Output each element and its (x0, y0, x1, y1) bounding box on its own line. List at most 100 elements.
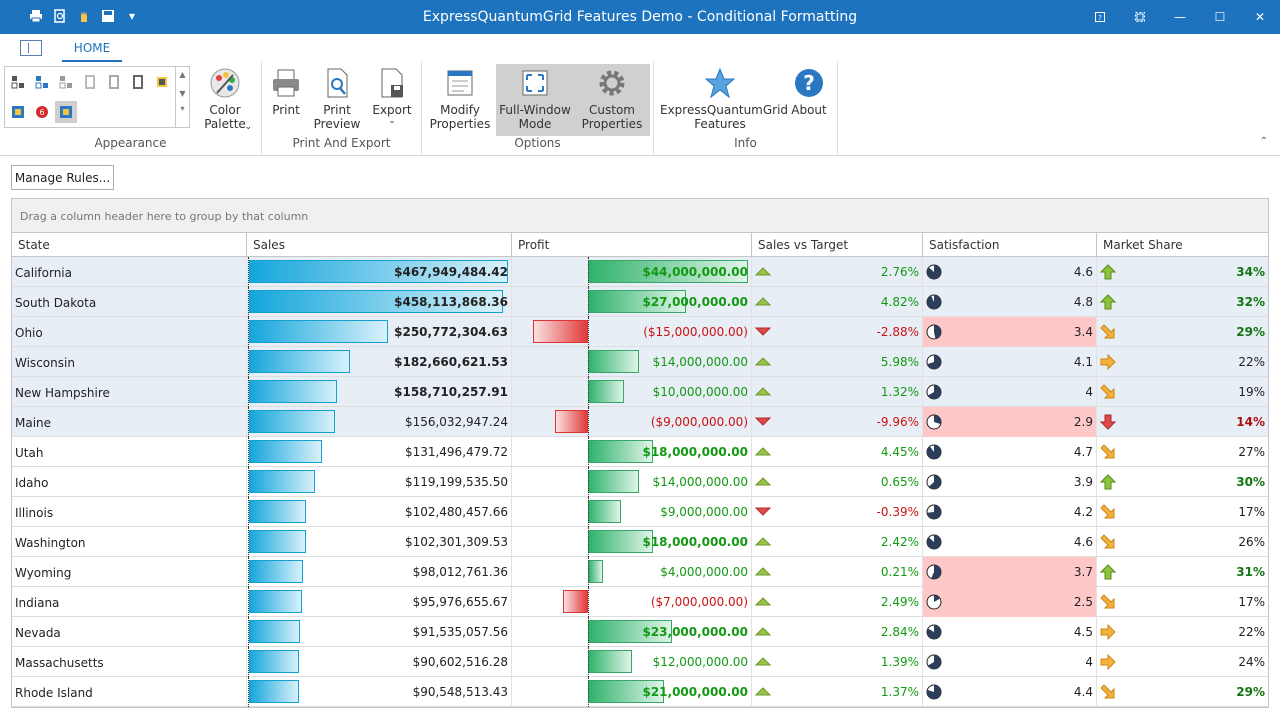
cell-sales[interactable]: $98,012,761.36 (247, 557, 512, 587)
cell-sales[interactable]: $182,660,621.53 (247, 347, 512, 377)
cell-profit[interactable]: $12,000,000.00 (512, 647, 752, 677)
cell-profit[interactable]: $10,000,000.00 (512, 377, 752, 407)
cell-profit[interactable]: $4,000,000.00 (512, 557, 752, 587)
cell-sales[interactable]: $158,710,257.91 (247, 377, 512, 407)
skin-icon[interactable] (55, 101, 77, 123)
table-row[interactable]: Utah $131,496,479.72 $18,000,000.00 4.45% 4.… (12, 437, 1268, 467)
cell-sales-vs-target[interactable]: 5.98% (752, 347, 923, 377)
custom-properties-button[interactable]: Custom Properties (574, 64, 650, 136)
table-row[interactable]: Ohio $250,772,304.63 ($15,000,000.00) -2.88… (12, 317, 1268, 347)
column-header-market-share[interactable]: Market Share (1103, 238, 1183, 252)
cell-market-share[interactable]: 22% (1097, 617, 1268, 647)
cell-sales-vs-target[interactable]: 2.42% (752, 527, 923, 557)
table-row[interactable]: Maine $156,032,947.24 ($9,000,000.00) -9.96… (12, 407, 1268, 437)
cell-market-share[interactable]: 34% (1097, 257, 1268, 287)
cell-state[interactable]: Wyoming (12, 557, 247, 587)
cell-state[interactable]: Nevada (12, 617, 247, 647)
cell-market-share[interactable]: 29% (1097, 317, 1268, 347)
cell-sales[interactable]: $467,949,484.42 (247, 257, 512, 287)
cell-satisfaction[interactable]: 3.7 (923, 557, 1097, 587)
full-window-mode-button[interactable]: Full-Window Mode (496, 64, 574, 136)
cell-satisfaction[interactable]: 4 (923, 377, 1097, 407)
cell-sales-vs-target[interactable]: 4.45% (752, 437, 923, 467)
cell-market-share[interactable]: 31% (1097, 557, 1268, 587)
cell-profit[interactable]: $23,000,000.00 (512, 617, 752, 647)
skin-icon[interactable] (9, 103, 27, 121)
group-by-panel[interactable]: Drag a column header here to group by th… (12, 199, 1268, 233)
manage-rules-button[interactable]: Manage Rules... (11, 165, 114, 190)
collapse-ribbon-icon[interactable]: ⌃ (1259, 136, 1268, 147)
cell-state[interactable]: South Dakota (12, 287, 247, 317)
table-row[interactable]: South Dakota $458,113,868.36 $27,000,000.0… (12, 287, 1268, 317)
cell-state[interactable]: Idaho (12, 467, 247, 497)
cell-satisfaction[interactable]: 4.4 (923, 677, 1097, 707)
cell-satisfaction[interactable]: 3.4 (923, 317, 1097, 347)
cell-sales-vs-target[interactable]: 2.76% (752, 257, 923, 287)
cell-market-share[interactable]: 14% (1097, 407, 1268, 437)
cell-sales-vs-target[interactable]: 2.49% (752, 587, 923, 617)
cell-sales-vs-target[interactable]: 1.37% (752, 677, 923, 707)
hand-icon[interactable] (76, 8, 92, 24)
cell-state[interactable]: New Hampshire (12, 377, 247, 407)
cell-satisfaction[interactable]: 4.2 (923, 497, 1097, 527)
table-row[interactable]: California $467,949,484.42 $44,000,000.00 2… (12, 257, 1268, 287)
cell-market-share[interactable]: 17% (1097, 587, 1268, 617)
cell-profit[interactable]: $9,000,000.00 (512, 497, 752, 527)
cell-satisfaction[interactable]: 4 (923, 647, 1097, 677)
skin-icon[interactable] (153, 73, 171, 91)
column-header-satisfaction[interactable]: Satisfaction (923, 233, 1097, 256)
cell-profit[interactable]: $18,000,000.00 (512, 437, 752, 467)
cell-sales-vs-target[interactable]: 0.21% (752, 557, 923, 587)
print-preview-button[interactable]: Print Preview (312, 66, 362, 131)
about-button[interactable]: ? About (786, 66, 832, 117)
cell-sales-vs-target[interactable]: -0.39% (752, 497, 923, 527)
print-preview-icon[interactable] (52, 8, 68, 24)
cell-state[interactable]: Indiana (12, 587, 247, 617)
table-row[interactable]: New Hampshire $158,710,257.91 $10,000,000.… (12, 377, 1268, 407)
skin-icon[interactable] (33, 73, 51, 91)
cell-profit[interactable]: ($15,000,000.00) (512, 317, 752, 347)
cell-satisfaction[interactable]: 4.7 (923, 437, 1097, 467)
minimize-icon[interactable]: — (1174, 10, 1186, 24)
cell-market-share[interactable]: 26% (1097, 527, 1268, 557)
cell-satisfaction[interactable]: 4.8 (923, 287, 1097, 317)
skin-icon[interactable] (57, 73, 75, 91)
office-icon[interactable] (105, 73, 123, 91)
print-icon[interactable] (28, 8, 44, 24)
cell-sales[interactable]: $102,480,457.66 (247, 497, 512, 527)
save-icon[interactable] (100, 8, 116, 24)
cell-satisfaction[interactable]: 4.1 (923, 347, 1097, 377)
table-row[interactable]: Wyoming $98,012,761.36 $4,000,000.00 0.21% 3… (12, 557, 1268, 587)
cell-profit[interactable]: ($9,000,000.00) (512, 407, 752, 437)
column-header-sales-vs-target[interactable]: Sales vs Target (752, 233, 923, 256)
cell-sales[interactable]: $458,113,868.36 (247, 287, 512, 317)
help-icon[interactable]: ? (1080, 0, 1120, 34)
tab-home[interactable]: HOME (62, 41, 122, 62)
print-button[interactable]: Print (266, 66, 306, 117)
column-header-profit[interactable]: Profit (512, 233, 752, 256)
cell-sales[interactable]: $90,602,516.28 (247, 647, 512, 677)
cell-profit[interactable]: $18,000,000.00 (512, 527, 752, 557)
cell-market-share[interactable]: 19% (1097, 377, 1268, 407)
cell-state[interactable]: Illinois (12, 497, 247, 527)
cell-satisfaction[interactable]: 4.6 (923, 257, 1097, 287)
cell-market-share[interactable]: 17% (1097, 497, 1268, 527)
cell-sales[interactable]: $90,548,513.43 (247, 677, 512, 707)
office-icon[interactable] (81, 73, 99, 91)
cell-profit[interactable]: $14,000,000.00 (512, 467, 752, 497)
cell-state[interactable]: Massachusetts (12, 647, 247, 677)
cell-state[interactable]: Washington (12, 527, 247, 557)
cell-profit[interactable]: $27,000,000.00 (512, 287, 752, 317)
skin-icon[interactable] (1120, 0, 1160, 34)
cell-sales-vs-target[interactable]: 2.84% (752, 617, 923, 647)
cell-profit[interactable]: $14,000,000.00 (512, 347, 752, 377)
column-header-state[interactable]: State (12, 233, 247, 256)
cell-market-share[interactable]: 30% (1097, 467, 1268, 497)
cell-sales[interactable]: $131,496,479.72 (247, 437, 512, 467)
table-row[interactable]: Idaho $119,199,535.50 $14,000,000.00 0.65% 3… (12, 467, 1268, 497)
cell-sales[interactable]: $91,535,057.56 (247, 617, 512, 647)
cell-market-share[interactable]: 29% (1097, 677, 1268, 707)
cell-sales-vs-target[interactable]: 1.39% (752, 647, 923, 677)
skin-icon[interactable] (9, 73, 27, 91)
maximize-icon[interactable]: ☐ (1214, 10, 1226, 24)
